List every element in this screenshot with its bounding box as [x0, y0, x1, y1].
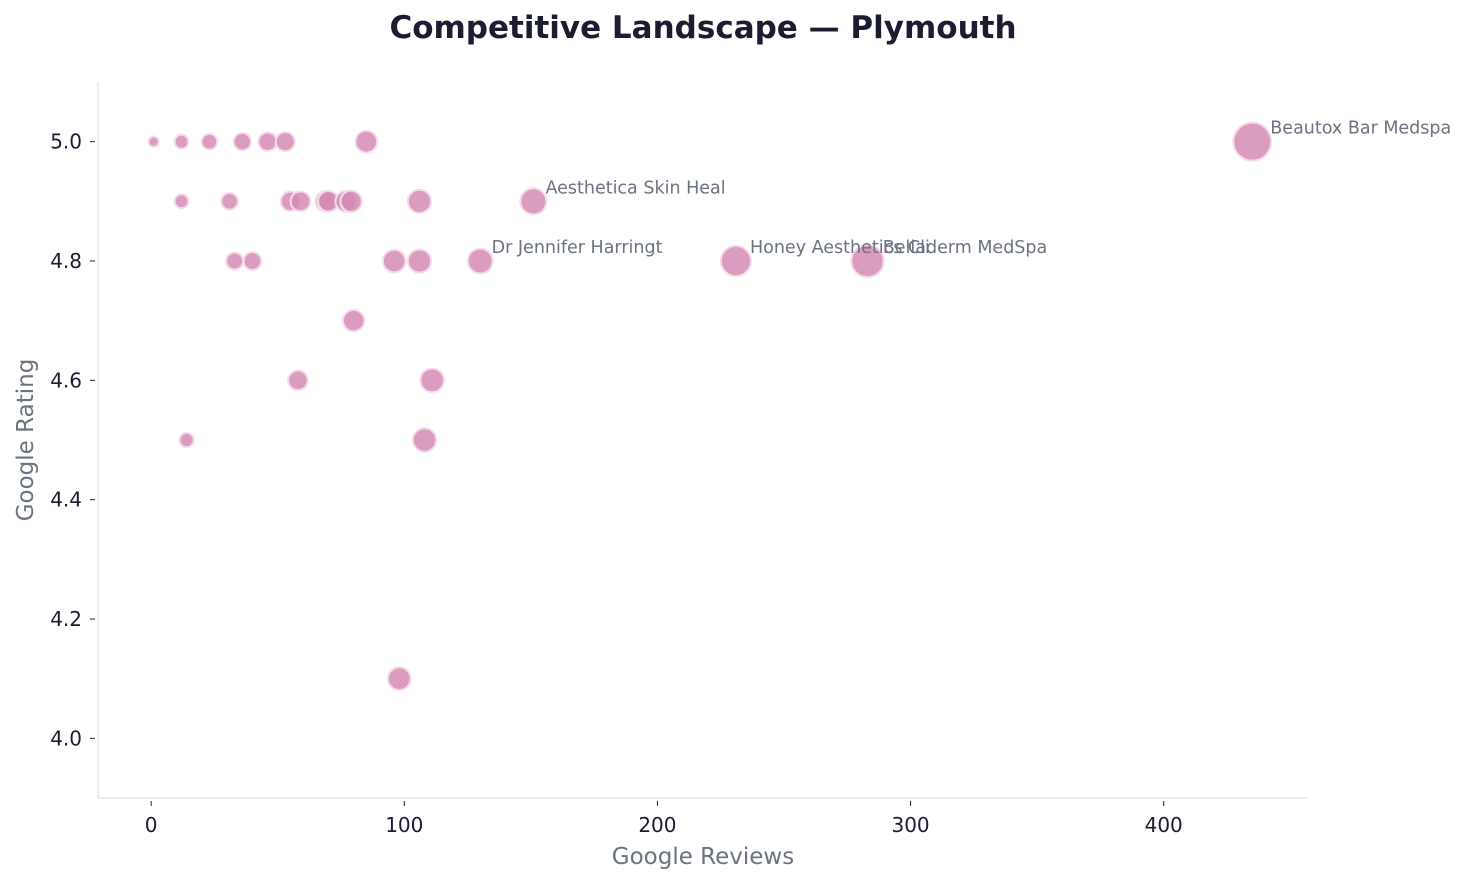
data-point[interactable] [850, 243, 885, 279]
data-point[interactable] [519, 187, 548, 216]
x-tick-label: 100 [385, 813, 423, 837]
y-axis-label: Google Rating [13, 359, 39, 522]
data-point[interactable] [341, 308, 366, 333]
y-tick-label: 4.8 [50, 249, 82, 273]
data-point[interactable] [200, 132, 219, 151]
y-tick-label: 4.4 [50, 488, 82, 512]
data-point[interactable] [147, 135, 160, 148]
data-point[interactable] [419, 367, 445, 394]
chart-title: Competitive Landscape — Plymouth [389, 10, 1017, 46]
point-label: Aesthetica Skin Heal [545, 178, 725, 198]
data-point[interactable] [381, 248, 407, 274]
data-point[interactable] [289, 190, 312, 213]
point-label: Dr Jennifer Harringt [492, 238, 663, 258]
axes: 0 100 200 300 400 4.0 4.2 4.4 4.6 4.8 5.0 [50, 82, 1308, 837]
data-point[interactable] [274, 131, 296, 153]
y-tick-label: 4.6 [50, 368, 82, 392]
x-tick-label: 0 [145, 813, 158, 837]
y-tick-label: 4.0 [50, 726, 82, 750]
data-point[interactable] [178, 431, 195, 449]
data-point[interactable] [173, 133, 190, 150]
data-point[interactable] [354, 129, 379, 154]
y-tick-label: 5.0 [50, 130, 82, 154]
data-point[interactable] [220, 191, 240, 211]
data-point[interactable] [406, 248, 433, 274]
data-point[interactable] [386, 666, 412, 692]
point-label: Honey Aesthetics Cli [750, 238, 930, 258]
x-tick-label: 200 [638, 813, 676, 837]
point-label: Belladerm MedSpa [883, 238, 1048, 258]
x-tick-label: 400 [1145, 813, 1183, 837]
y-tick-label: 4.2 [50, 607, 82, 631]
data-point[interactable] [232, 131, 252, 152]
data-point[interactable] [406, 188, 433, 214]
data-points [147, 121, 1273, 692]
x-axis-label: Google Reviews [612, 844, 794, 870]
data-point[interactable] [257, 131, 278, 152]
data-point[interactable] [339, 189, 363, 214]
data-point[interactable] [173, 193, 190, 210]
data-point[interactable] [287, 369, 309, 392]
x-tick-label: 300 [891, 813, 929, 837]
data-point[interactable] [225, 251, 245, 271]
data-point[interactable] [719, 244, 752, 278]
data-point[interactable] [1232, 121, 1273, 162]
point-label: Beautox Bar Medspa [1270, 119, 1451, 139]
point-labels: Beautox Bar Medspa Aesthetica Skin Heal Dr… [492, 119, 1452, 258]
data-point[interactable] [466, 247, 494, 275]
data-point[interactable] [242, 251, 263, 271]
data-point[interactable] [411, 427, 438, 453]
